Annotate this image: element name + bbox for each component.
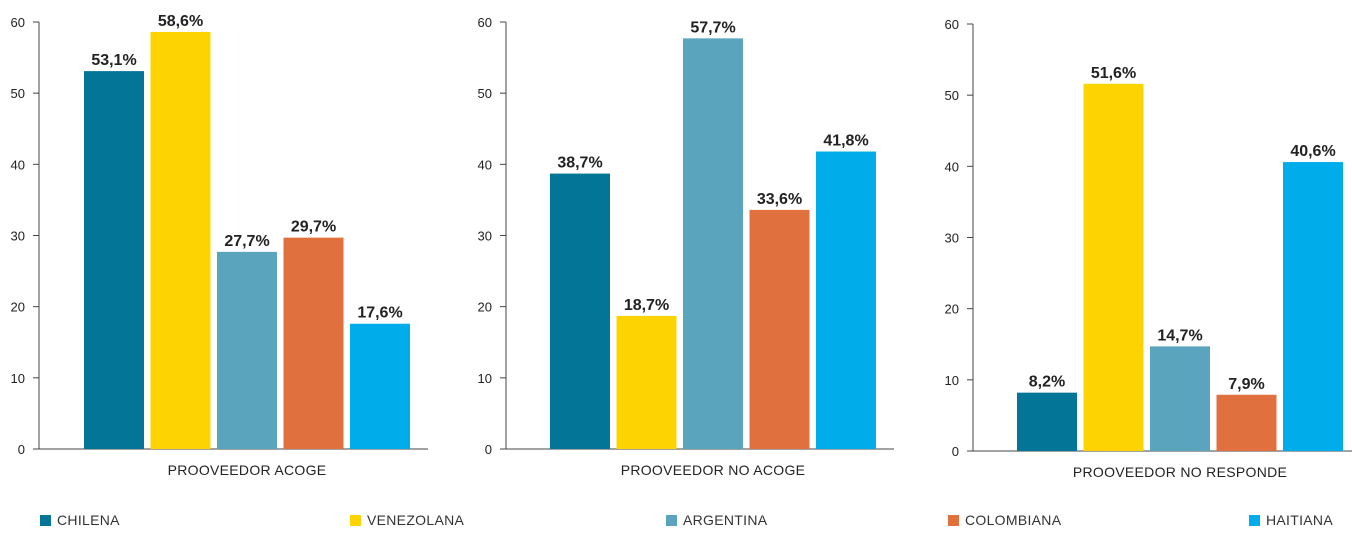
y-tick-label: 40 [945,159,959,174]
bar-argentina [217,251,277,449]
y-tick-label: 20 [945,302,959,317]
legend-swatch-colombiana [948,514,959,526]
legend-item-haitiana: HAITIANA [1249,512,1333,528]
data-label: 33,6% [757,191,802,208]
legend: CHILENA VENEZOLANA ARGENTINA COLOMBIANA … [0,512,1352,534]
data-label: 27,7% [224,233,269,250]
y-tick-label: 30 [11,229,25,244]
bar-haitiana [1283,162,1343,451]
data-label: 38,7% [557,155,602,172]
y-tick-label: 10 [478,371,492,386]
data-label: 8,2% [1029,374,1065,391]
legend-item-colombiana: COLOMBIANA [948,512,1061,528]
legend-swatch-venezolana [350,514,361,526]
legend-item-argentina: ARGENTINA [666,512,767,528]
y-tick-label: 10 [11,371,25,386]
bar-chilena [1017,392,1077,451]
y-tick-label: 40 [11,157,25,172]
y-tick-label: 50 [945,88,959,103]
data-label: 29,7% [291,219,336,236]
legend-label-venezolana: VENEZOLANA [367,512,465,528]
legend-swatch-chilena [40,514,51,526]
data-label: 41,8% [823,133,868,150]
bar-colombiana [749,209,810,449]
y-tick-label: 50 [478,86,492,101]
data-label: 57,7% [690,19,735,36]
y-tick-label: 0 [18,442,25,457]
bar-chilena [84,71,144,449]
data-label: 40,6% [1290,143,1335,160]
y-tick-label: 0 [952,444,959,459]
legend-label-haitiana: HAITIANA [1266,512,1333,528]
y-tick-label: 30 [945,231,959,246]
bar-haitiana [350,323,410,449]
data-label: 7,9% [1228,376,1264,393]
legend-item-chilena: CHILENA [40,512,120,528]
bar-venezolana [150,31,211,450]
bar-venezolana [616,315,677,449]
legend-swatch-argentina [666,514,677,526]
y-tick-label: 0 [485,442,492,457]
y-tick-label: 50 [11,86,25,101]
y-tick-label: 40 [478,157,492,172]
data-label: 51,6% [1091,65,1136,82]
data-label: 58,6% [158,13,203,30]
x-axis-label: PROOVEEDOR NO ACOGE [621,462,806,478]
x-axis-label: PROOVEEDOR ACOGE [168,462,327,478]
legend-label-chilena: CHILENA [57,512,120,528]
data-label: 14,7% [1157,327,1202,344]
y-tick-label: 60 [945,17,959,32]
legend-label-colombiana: COLOMBIANA [965,512,1062,528]
bar-argentina [1150,346,1210,451]
bar-colombiana [1216,394,1277,451]
y-tick-label: 20 [478,300,492,315]
y-tick-label: 10 [945,373,959,388]
bar-argentina [683,38,743,449]
bar-haitiana [816,151,876,450]
y-tick-label: 60 [478,15,492,30]
legend-item-venezolana: VENEZOLANA [350,512,464,528]
y-tick-label: 60 [11,15,25,30]
bar-colombiana [283,237,344,449]
data-label: 53,1% [91,52,136,69]
bar-chilena [550,173,610,449]
y-tick-label: 30 [478,229,492,244]
data-label: 17,6% [357,305,402,322]
y-tick-label: 20 [11,300,25,315]
legend-swatch-haitiana [1249,514,1260,526]
bar-venezolana [1083,83,1144,451]
data-label: 18,7% [624,297,669,314]
legend-label-argentina: ARGENTINA [683,512,768,528]
x-axis-label: PROOVEEDOR NO RESPONDE [1073,464,1287,480]
